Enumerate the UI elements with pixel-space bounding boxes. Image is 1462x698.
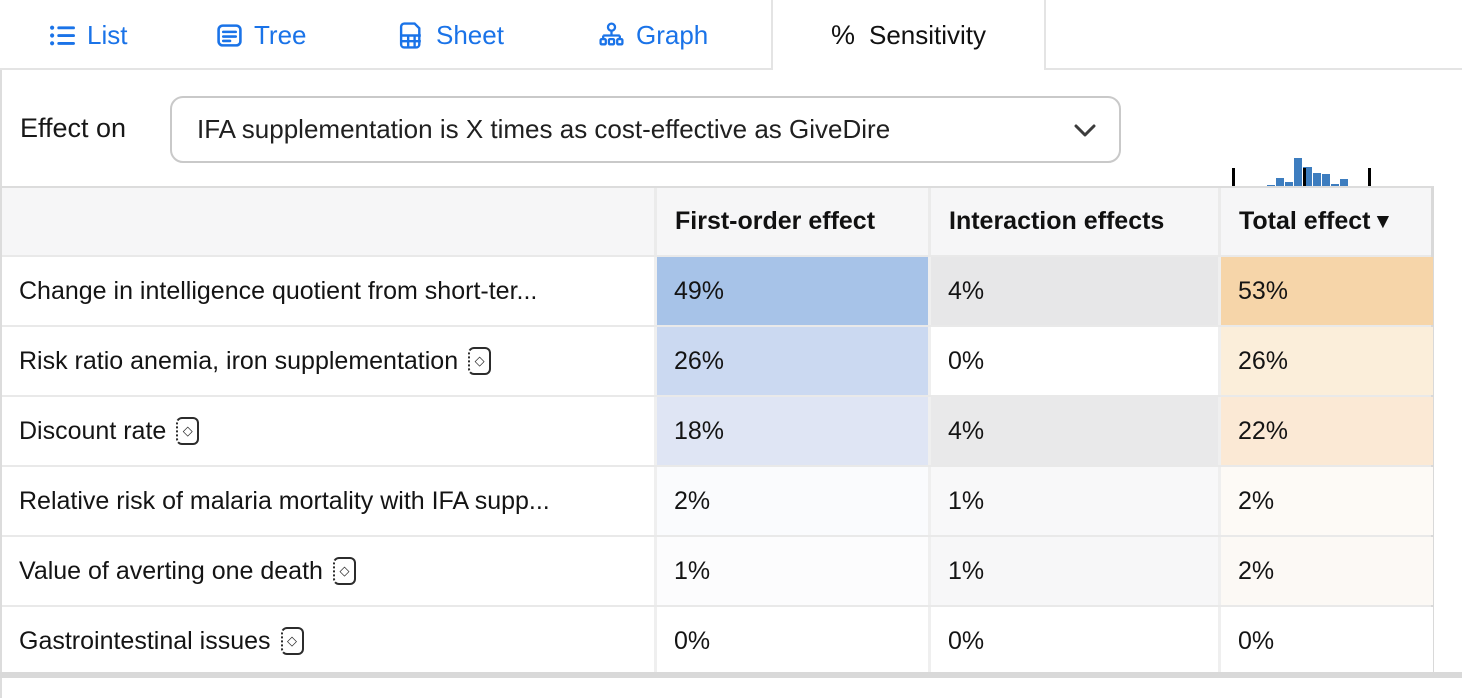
node-reference-icon: ◇ (468, 347, 492, 375)
tab-graph[interactable]: Graph (598, 0, 708, 70)
interaction-effects-cell: 0% (928, 607, 1218, 675)
effect-target-dropdown[interactable]: IFA supplementation is X times as cost-e… (170, 96, 1121, 163)
row-label[interactable]: Change in intelligence quotient from sho… (2, 257, 654, 325)
interaction-effects-cell: 1% (928, 467, 1218, 535)
effect-on-label: Effect on (20, 112, 127, 143)
tab-tree[interactable]: Tree (216, 0, 307, 70)
row-label[interactable]: Relative risk of malaria mortality with … (2, 467, 654, 535)
table-header-row: First-order effect Interaction effects T… (2, 188, 1431, 255)
percent-icon: % (830, 19, 855, 50)
row-label-text: Risk ratio anemia, iron supplementation (19, 346, 459, 375)
bottom-divider (0, 672, 1462, 678)
first-order-effect-cell: 0% (654, 607, 928, 675)
first-order-effect-cell: 26% (654, 327, 928, 395)
sheet-icon (398, 21, 425, 49)
header-total-effect[interactable]: Total effect ▼ (1218, 188, 1433, 255)
tab-sensitivity-label: Sensitivity (868, 19, 987, 50)
total-effect-cell: 2% (1218, 537, 1433, 605)
table-row: Relative risk of malaria mortality with … (2, 465, 1433, 535)
header-first-order-effect[interactable]: First-order effect (654, 188, 928, 255)
tab-tree-label: Tree (254, 19, 307, 50)
node-reference-icon: ◇ (280, 627, 304, 655)
row-label[interactable]: Discount rate ◇ (2, 397, 654, 465)
interaction-effects-cell: 4% (928, 397, 1218, 465)
bottom-space (0, 678, 1462, 698)
interaction-effects-cell: 1% (928, 537, 1218, 605)
controls-row: Effect on IFA supplementation is X times… (0, 70, 1462, 232)
row-label-text: Discount rate (19, 416, 167, 445)
row-label[interactable]: Gastrointestinal issues ◇ (2, 607, 654, 675)
view-tab-bar: List Tree (0, 0, 1462, 70)
table-row: Value of averting one death ◇ 1% 1% 2% (2, 535, 1433, 605)
list-icon (49, 22, 76, 49)
sensitivity-table: First-order effect Interaction effects T… (0, 186, 1434, 675)
total-effect-cell: 0% (1218, 607, 1433, 675)
tab-graph-label: Graph (636, 19, 709, 50)
graph-icon (598, 22, 625, 49)
row-label[interactable]: Value of averting one death ◇ (2, 537, 654, 605)
total-effect-cell: 22% (1218, 397, 1433, 465)
first-order-effect-cell: 1% (654, 537, 928, 605)
first-order-effect-cell: 18% (654, 397, 928, 465)
row-label[interactable]: Risk ratio anemia, iron supplementation ◇ (2, 327, 654, 395)
table-row: Gastrointestinal issues ◇ 0% 0% 0% (2, 605, 1433, 675)
row-label-text: Gastrointestinal issues (19, 626, 271, 655)
row-label-text: Value of averting one death (19, 556, 323, 585)
tab-list[interactable]: List (49, 0, 127, 70)
first-order-effect-cell: 2% (654, 467, 928, 535)
row-label-text: Relative risk of malaria mortality with … (19, 486, 550, 515)
table-row: Change in intelligence quotient from sho… (2, 255, 1433, 325)
tab-sheet[interactable]: Sheet (398, 0, 504, 70)
tree-icon (216, 22, 243, 49)
tab-sensitivity[interactable]: % Sensitivity (771, 0, 1046, 70)
total-effect-cell: 53% (1218, 257, 1433, 325)
header-variable (2, 188, 654, 255)
chevron-down-icon (1073, 122, 1097, 145)
total-effect-cell: 26% (1218, 327, 1433, 395)
tab-sheet-label: Sheet (436, 19, 504, 50)
interaction-effects-cell: 4% (928, 257, 1218, 325)
tab-list-label: List (87, 19, 128, 50)
row-label-text: Change in intelligence quotient from sho… (19, 276, 538, 305)
header-interaction-effects[interactable]: Interaction effects (928, 188, 1218, 255)
node-reference-icon: ◇ (176, 417, 200, 445)
node-reference-icon: ◇ (332, 557, 356, 585)
sort-descending-icon: ▼ (1372, 209, 1394, 233)
table-body: Change in intelligence quotient from sho… (2, 255, 1433, 675)
table-row: Risk ratio anemia, iron supplementation ◇… (2, 325, 1433, 395)
table-row: Discount rate ◇ 18% 4% 22% (2, 395, 1433, 465)
dropdown-selected-value: IFA supplementation is X times as cost-e… (197, 114, 891, 144)
first-order-effect-cell: 49% (654, 257, 928, 325)
total-effect-cell: 2% (1218, 467, 1433, 535)
interaction-effects-cell: 0% (928, 327, 1218, 395)
